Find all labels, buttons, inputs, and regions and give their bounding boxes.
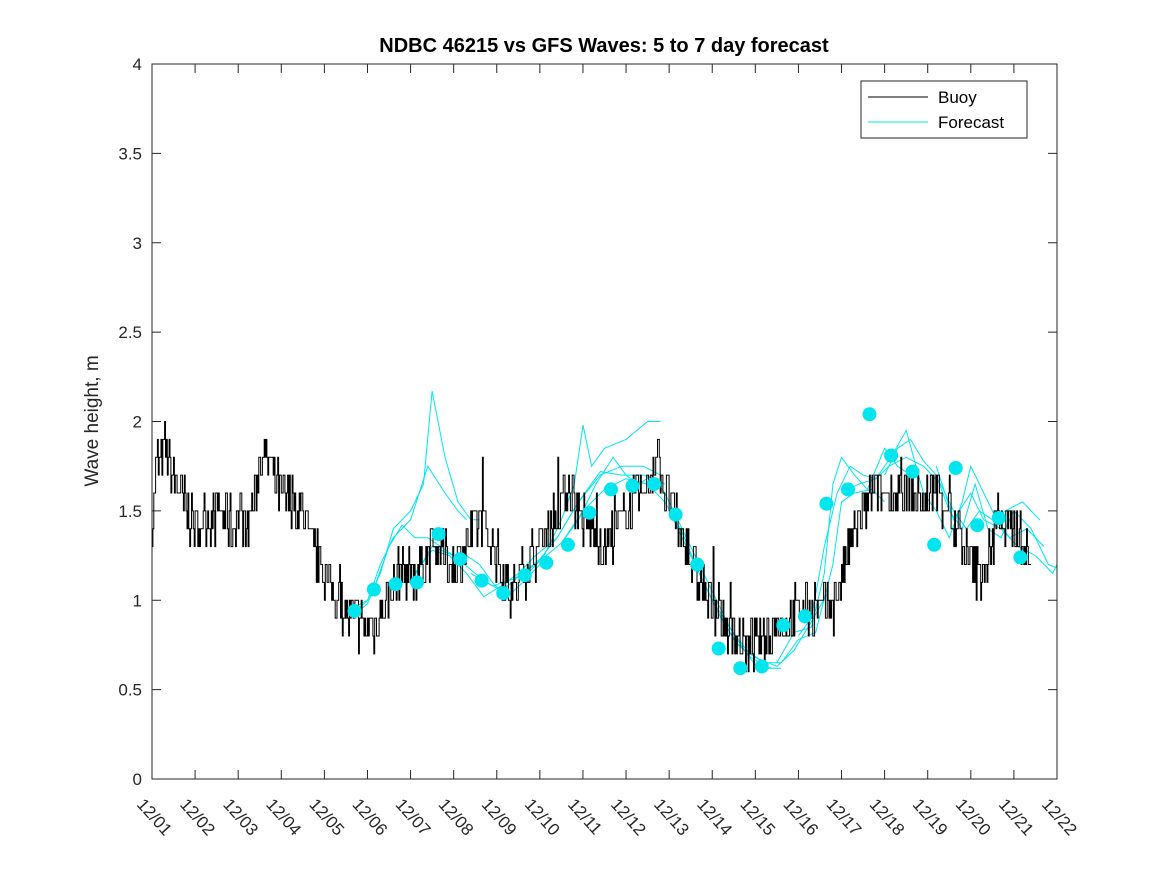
forecast-marker-10 — [539, 555, 554, 570]
forecast-marker-4 — [410, 575, 424, 590]
forecast-marker-20 — [754, 659, 769, 674]
forecast-marker-19 — [733, 661, 748, 676]
chart-title: NDBC 46215 vs GFS Waves: 5 to 7 day fore… — [379, 35, 829, 57]
legend: Buoy Forecast — [860, 80, 1028, 139]
forecast-marker-11 — [560, 537, 575, 552]
forecast-marker-32 — [1013, 550, 1028, 565]
forecast-marker-17 — [690, 557, 705, 572]
y-tick-labels: 0 0.5 1 1.5 2 2.5 3 3.5 4 — [118, 55, 142, 789]
forecast-marker-15 — [647, 477, 662, 492]
forecast-marker-23 — [819, 496, 834, 511]
y-tick-label: 2.5 — [118, 323, 142, 342]
forecast-marker-14 — [625, 478, 640, 493]
forecast-marker-13 — [604, 482, 618, 497]
forecast-marker-1 — [347, 604, 362, 618]
legend-box — [860, 80, 1028, 139]
forecast-marker-9 — [517, 568, 532, 583]
forecast-marker-6 — [453, 552, 468, 567]
buoy-series — [152, 421, 1031, 673]
y-tick-label: 0.5 — [118, 681, 142, 700]
forecast-marker-7 — [474, 573, 489, 588]
forecast-line-3 — [354, 524, 502, 615]
forecast-marker-16 — [668, 507, 683, 522]
y-tick-label: 2 — [133, 413, 142, 432]
forecast-marker-31 — [991, 511, 1006, 525]
forecast-marker-5 — [431, 527, 446, 542]
forecast-marker-2 — [366, 582, 381, 597]
plot-area — [152, 64, 1057, 779]
y-tick-label: 0 — [133, 770, 142, 789]
legend-forecast-label: Forecast — [938, 113, 1004, 132]
y-tick-label: 4 — [133, 55, 142, 74]
forecast-marker-28 — [927, 537, 942, 552]
forecast-line-11 — [711, 488, 885, 664]
forecast-marker-25 — [862, 407, 877, 422]
forecast-line-15 — [884, 438, 1058, 569]
y-tick-label: 3 — [133, 234, 142, 253]
forecast-line-7 — [500, 421, 661, 592]
y-tick-label: 1 — [133, 591, 142, 610]
plot-frame — [151, 63, 1058, 780]
forecast-marker-29 — [948, 461, 963, 475]
forecast-marker-12 — [582, 505, 597, 520]
forecast-marker-3 — [388, 577, 403, 592]
forecast-marker-22 — [797, 609, 812, 624]
forecast-marker-24 — [841, 482, 855, 497]
forecast-marker-27 — [905, 464, 920, 479]
legend-buoy-label: Buoy — [938, 88, 977, 107]
forecast-marker-21 — [776, 618, 791, 633]
forecast-marker-30 — [970, 518, 985, 533]
forecast-markers — [347, 407, 1028, 676]
forecast-marker-18 — [711, 641, 726, 656]
forecast-marker-26 — [884, 448, 899, 463]
y-axis-label: Wave height, m — [82, 355, 103, 486]
buoy-line — [152, 421, 1031, 673]
y-tick-label: 1.5 — [118, 502, 142, 521]
y-tick-label: 3.5 — [118, 144, 142, 163]
forecast-marker-8 — [496, 586, 511, 601]
